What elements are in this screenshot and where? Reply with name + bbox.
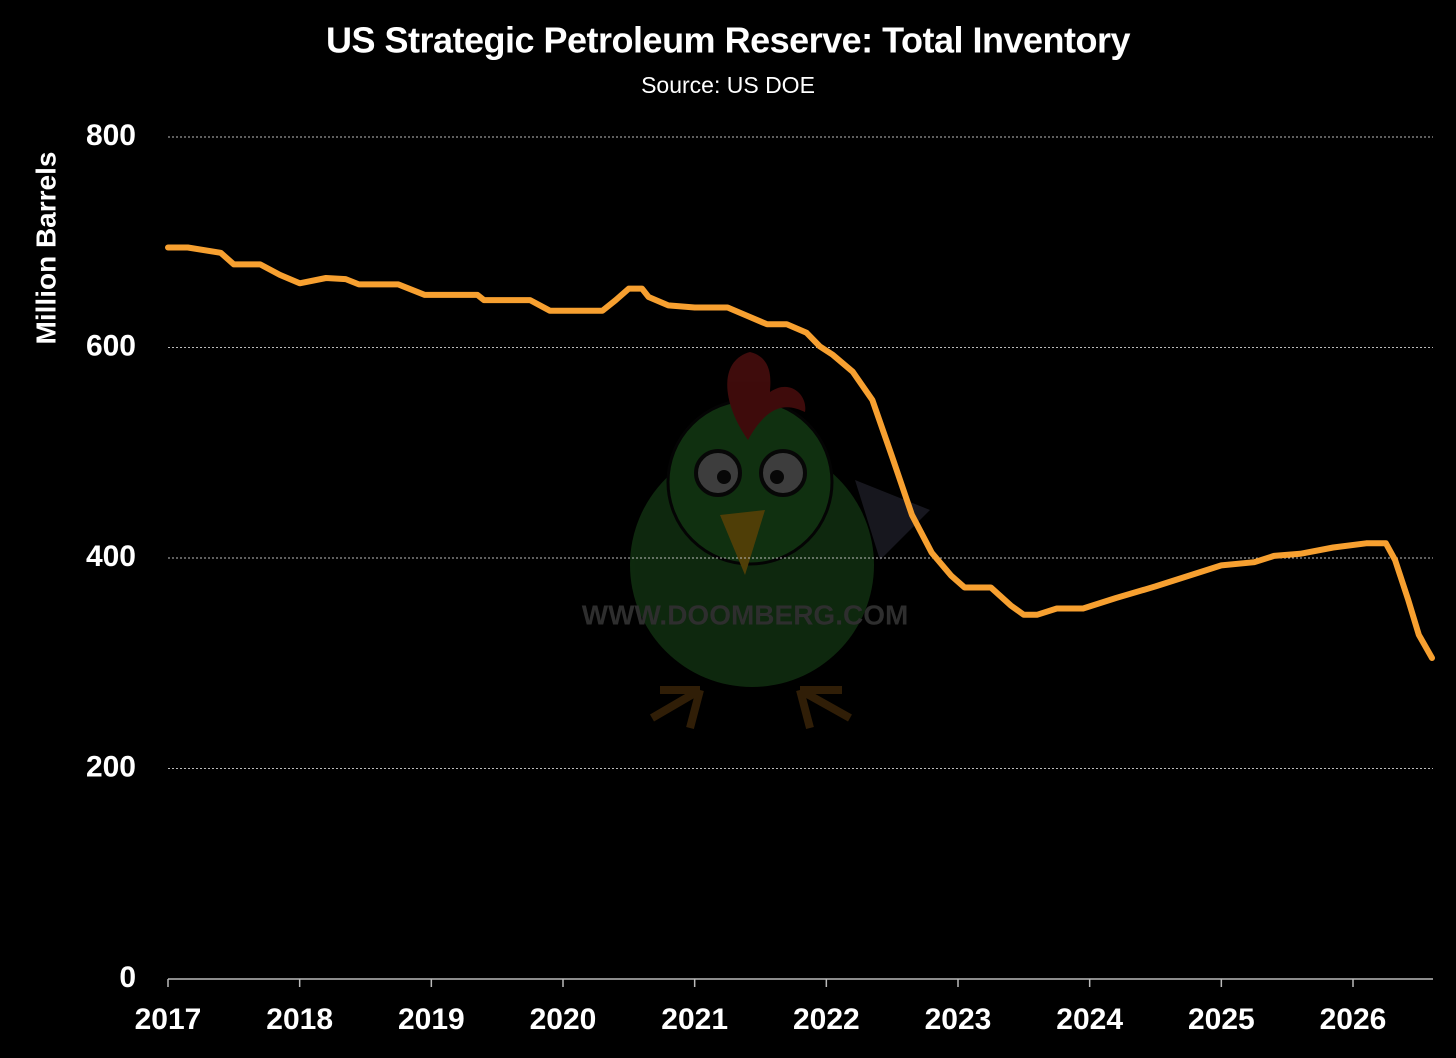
x-tick-label: 2023 — [925, 1003, 992, 1036]
x-tick-label: 2022 — [793, 1003, 860, 1036]
y-tick-label: 0 — [119, 961, 136, 994]
chart-subtitle: Source: US DOE — [641, 72, 815, 98]
y-tick-label: 400 — [86, 540, 136, 573]
watermark-pupil — [717, 470, 731, 484]
watermark-text: WWW.DOOMBERG.COM — [582, 599, 909, 630]
x-tick-label: 2025 — [1188, 1003, 1255, 1036]
watermark-eye — [759, 449, 807, 497]
chart-title: US Strategic Petroleum Reserve: Total In… — [326, 20, 1131, 61]
y-tick-label: 800 — [86, 119, 136, 152]
y-axis-label: Million Barrels — [30, 152, 61, 345]
watermark-body — [630, 443, 874, 687]
data-line — [165, 244, 1435, 661]
watermark-head — [666, 398, 834, 566]
watermark-feet — [649, 686, 852, 730]
x-tick-label: 2017 — [135, 1003, 202, 1036]
watermark-chicken — [630, 352, 930, 730]
watermark-wing — [855, 480, 930, 560]
x-tick-label: 2026 — [1320, 1003, 1387, 1036]
x-tick-label: 2019 — [398, 1003, 465, 1036]
x-tick-label: 2021 — [661, 1003, 728, 1036]
watermark-beak — [720, 510, 765, 575]
watermark-comb — [727, 352, 806, 440]
y-tick-label: 200 — [86, 750, 136, 783]
x-tick-label: 2020 — [530, 1003, 597, 1036]
x-tick-label: 2018 — [266, 1003, 333, 1036]
watermark-eye — [694, 449, 742, 497]
x-tick-label: 2024 — [1056, 1003, 1123, 1036]
watermark-pupil — [770, 470, 784, 484]
y-tick-label: 600 — [86, 329, 136, 362]
